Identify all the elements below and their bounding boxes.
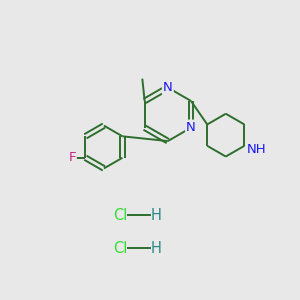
- Text: NH: NH: [247, 143, 266, 156]
- Text: Cl: Cl: [113, 208, 127, 223]
- Text: N: N: [186, 121, 196, 134]
- Text: H: H: [151, 241, 161, 256]
- Text: H: H: [151, 208, 161, 223]
- Text: Cl: Cl: [113, 241, 127, 256]
- Text: F: F: [68, 151, 76, 164]
- Text: N: N: [163, 81, 173, 94]
